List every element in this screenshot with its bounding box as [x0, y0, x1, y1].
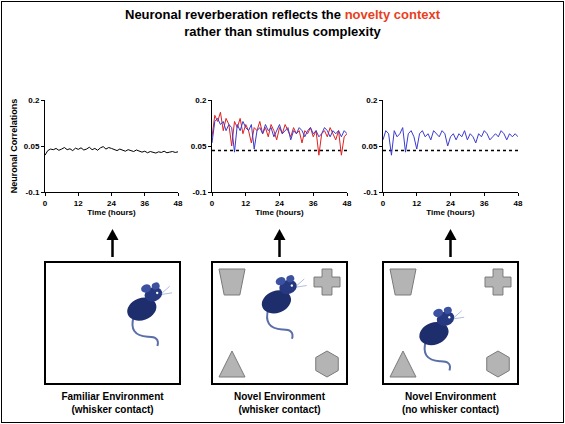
svg-text:0.05: 0.05 — [191, 142, 207, 151]
svg-text:Novel Environment: Novel Environment — [234, 391, 326, 402]
svg-text:48: 48 — [174, 199, 183, 208]
svg-text:-0.1: -0.1 — [364, 188, 378, 197]
svg-text:36: 36 — [480, 199, 489, 208]
svg-text:Familiar Environment: Familiar Environment — [61, 391, 164, 402]
svg-text:Novel Environment: Novel Environment — [405, 391, 497, 402]
html-text:rather than stimulus complexit: rather than stimulus complexity — [184, 24, 381, 39]
svg-text:24: 24 — [275, 199, 284, 208]
svg-text:0: 0 — [43, 199, 48, 208]
svg-text:36: 36 — [140, 199, 149, 208]
svg-text:Time (hours): Time (hours) — [255, 208, 304, 217]
svg-text:(whisker contact): (whisker contact) — [71, 404, 153, 415]
svg-text:Neuronal Correlations: Neuronal Correlations — [9, 99, 19, 194]
svg-text:0: 0 — [381, 199, 386, 208]
svg-text:12: 12 — [412, 199, 421, 208]
svg-text:-0.1: -0.1 — [193, 188, 207, 197]
svg-text:48: 48 — [343, 199, 352, 208]
svg-text:0.05: 0.05 — [362, 142, 378, 151]
svg-text:(whisker contact): (whisker contact) — [238, 404, 320, 415]
svg-text:48: 48 — [514, 199, 523, 208]
html-text:Neuronal reverberation reflect: Neuronal reverberation reflects the nove… — [125, 7, 440, 22]
svg-text:Time (hours): Time (hours) — [426, 208, 475, 217]
svg-text:12: 12 — [241, 199, 250, 208]
svg-text:0: 0 — [210, 199, 215, 208]
svg-text:0.05: 0.05 — [24, 142, 40, 151]
svg-text:0.2: 0.2 — [195, 96, 207, 105]
svg-text:24: 24 — [107, 199, 116, 208]
svg-text:-0.1: -0.1 — [26, 188, 40, 197]
svg-text:24: 24 — [446, 199, 455, 208]
svg-text:0.2: 0.2 — [366, 96, 378, 105]
svg-text:Time (hours): Time (hours) — [87, 208, 136, 217]
svg-text:0.2: 0.2 — [28, 96, 40, 105]
svg-text:36: 36 — [309, 199, 318, 208]
svg-text:(no whisker contact): (no whisker contact) — [402, 404, 499, 415]
svg-text:12: 12 — [74, 199, 83, 208]
